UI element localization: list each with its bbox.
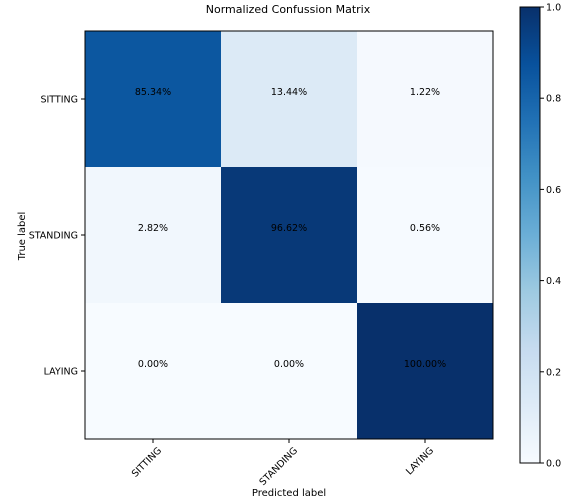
heatmap-cell (357, 31, 494, 168)
colorbar (519, 6, 541, 464)
cell-value-label: 0.56% (410, 223, 440, 234)
cell-value-label: 96.62% (271, 223, 307, 234)
y-tick-label: SITTING (40, 95, 78, 106)
cell-value-label: 1.22% (410, 87, 440, 98)
colorbar-tick-label: 0.8 (546, 94, 561, 105)
y-axis-ticks: SITTING STANDING LAYING (29, 95, 85, 378)
heatmap-cells (85, 31, 494, 440)
cell-value-label: 0.00% (138, 359, 168, 370)
y-axis-label: True label (17, 212, 28, 262)
x-axis-ticks: SITTING STANDING LAYING (130, 439, 436, 488)
x-tick-label: LAYING (404, 445, 436, 477)
cell-value-label: 2.82% (138, 223, 168, 234)
cell-value-label: 85.34% (135, 87, 171, 98)
colorbar-tick-label: 0.0 (546, 459, 561, 470)
heatmap-cell (357, 303, 494, 440)
chart-title: Normalized Confussion Matrix (206, 3, 371, 16)
x-tick-label: STANDING (257, 445, 300, 488)
heatmap-cell (221, 31, 358, 168)
heatmap-cell (85, 167, 222, 304)
colorbar-tick-label: 0.6 (546, 185, 561, 196)
heatmap-cell (85, 303, 222, 440)
cell-value-label: 0.00% (274, 359, 304, 370)
heatmap-cell (221, 167, 358, 304)
y-tick-label: LAYING (44, 367, 78, 378)
heatmap-cell (221, 303, 358, 440)
cell-value-label: 13.44% (271, 87, 307, 98)
cell-value-label: 100.00% (404, 359, 446, 370)
x-tick-label: SITTING (130, 445, 164, 479)
colorbar-ticks: 0.0 0.2 0.4 0.6 0.8 1.0 (540, 3, 561, 470)
colorbar-tick-label: 0.2 (546, 367, 561, 378)
y-tick-label: STANDING (29, 231, 78, 242)
heatmap-cell (357, 167, 494, 304)
heatmap-cell-labels: 85.34% 13.44% 1.22% 2.82% 96.62% 0.56% 0.00% 0.… (135, 87, 446, 370)
heatmap-cell (85, 31, 222, 168)
colorbar-tick-label: 1.0 (546, 3, 561, 14)
x-axis-label: Predicted label (252, 488, 326, 499)
colorbar-tick-label: 0.4 (546, 276, 561, 287)
